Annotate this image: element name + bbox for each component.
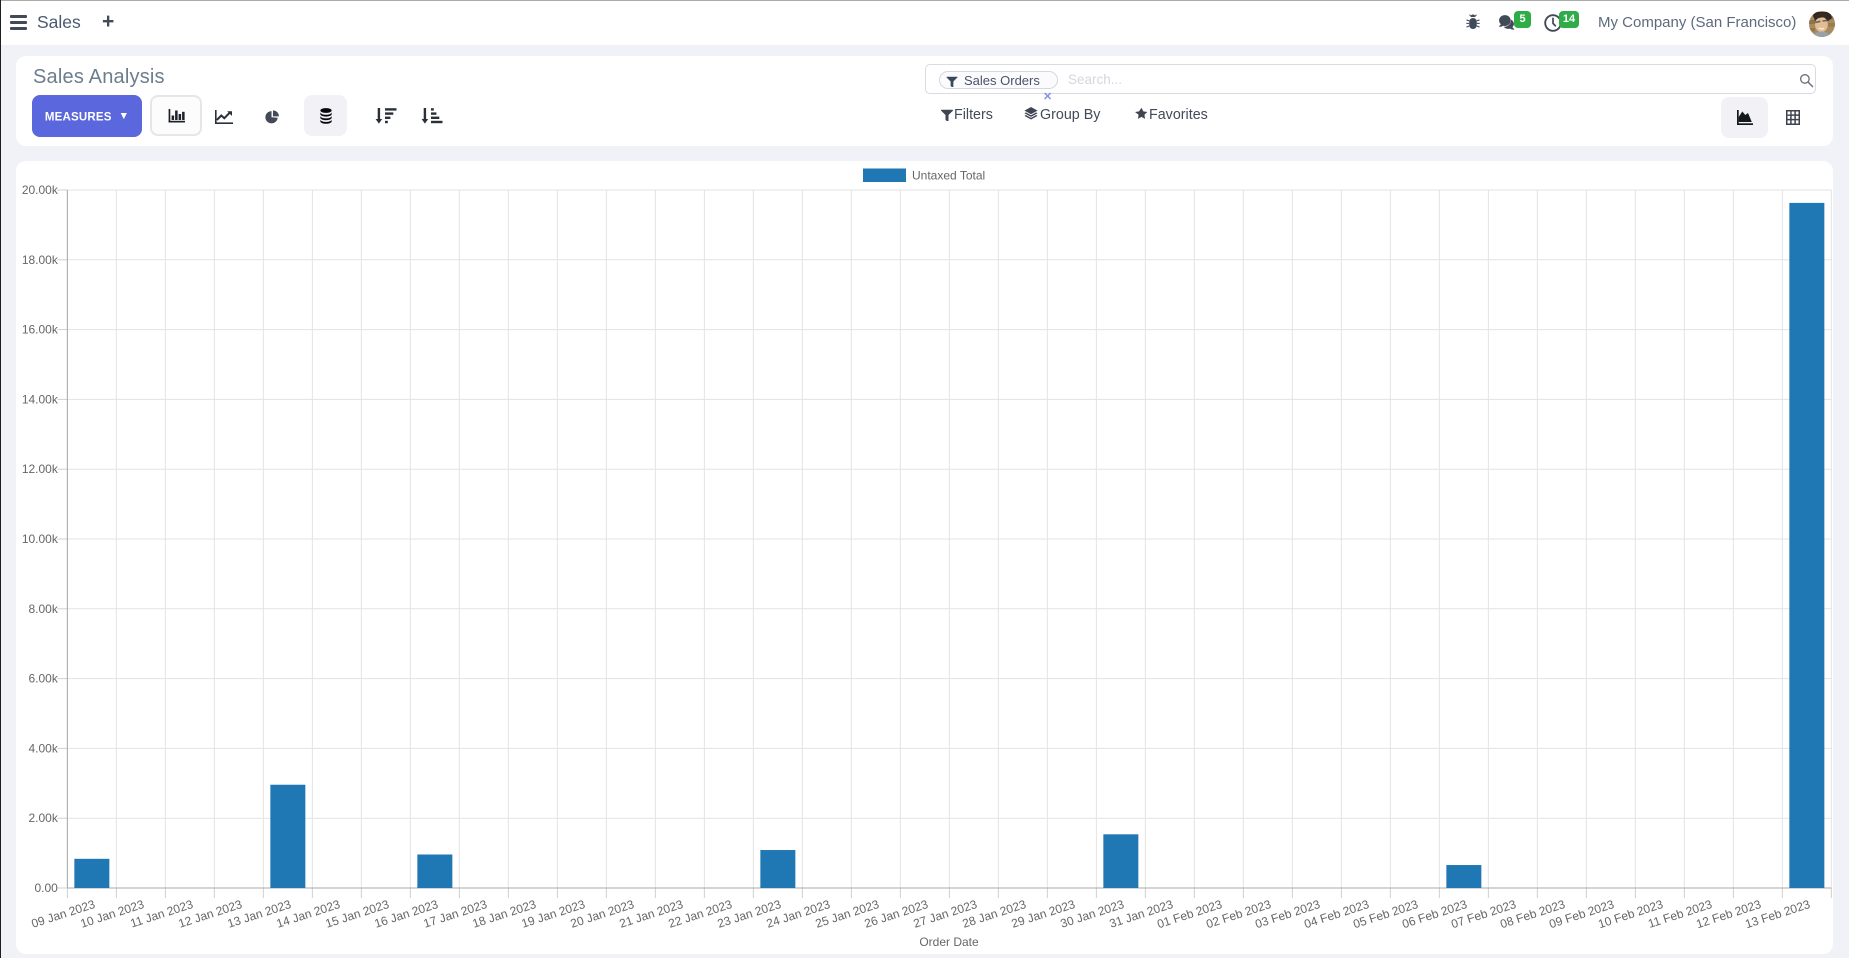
svg-text:8.00k: 8.00k	[28, 602, 58, 616]
svg-text:18.00k: 18.00k	[22, 253, 59, 267]
svg-text:0.00: 0.00	[34, 881, 58, 895]
svg-text:14.00k: 14.00k	[22, 392, 59, 406]
svg-text:6.00k: 6.00k	[28, 672, 58, 686]
svg-text:10.00k: 10.00k	[22, 532, 59, 546]
svg-text:2.00k: 2.00k	[28, 811, 58, 825]
svg-text:4.00k: 4.00k	[28, 741, 58, 755]
svg-text:16.00k: 16.00k	[22, 323, 59, 337]
svg-text:12.00k: 12.00k	[22, 462, 59, 476]
svg-text:Untaxed Total: Untaxed Total	[912, 169, 985, 183]
svg-text:Order Date: Order Date	[919, 935, 979, 949]
svg-text:20.00k: 20.00k	[22, 183, 59, 197]
